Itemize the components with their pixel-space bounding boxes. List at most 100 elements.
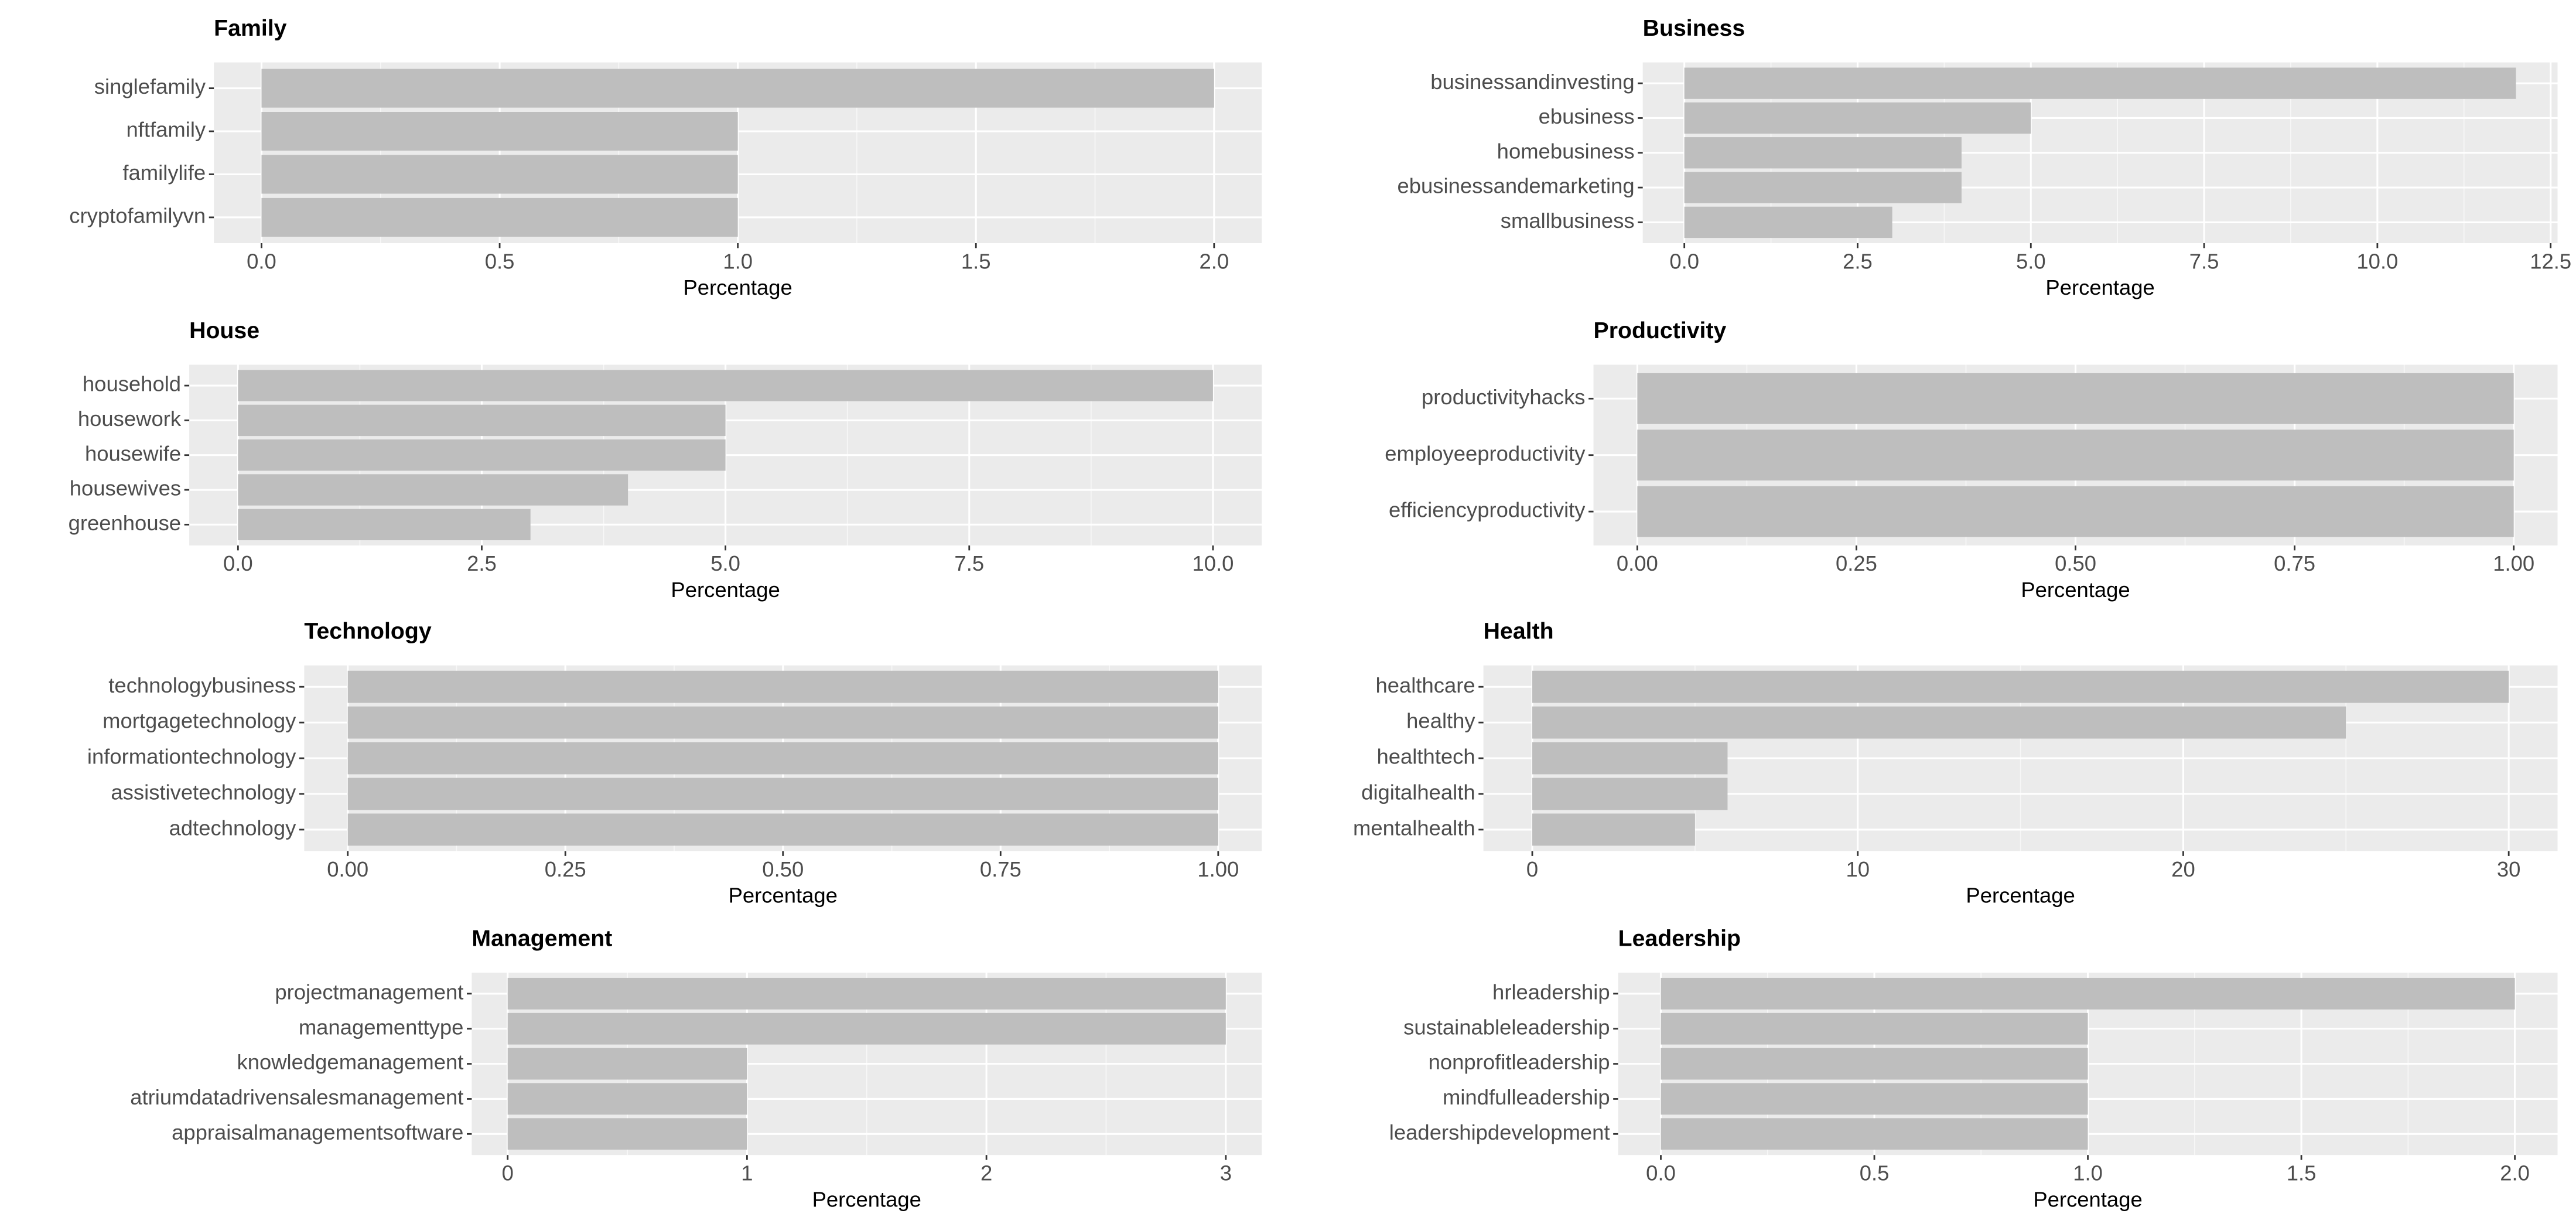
x-axis-title: Percentage: [812, 1187, 921, 1211]
x-axis-title: Percentage: [2033, 1187, 2142, 1211]
x-tick-label: 0: [502, 1161, 514, 1185]
y-tick-label: hrleadership: [1492, 980, 1610, 1004]
bar: [261, 197, 738, 237]
bar: [347, 706, 1218, 739]
bar: [1684, 206, 1892, 238]
panel-group: Business 0.0 2.5 5.0 7.5 10.0 12.5 businessandi…: [1398, 15, 2572, 299]
bar: [347, 813, 1218, 846]
y-tick-label: technologybusiness: [108, 673, 296, 697]
x-axis-title: Percentage: [2021, 578, 2130, 602]
chart-title: Family: [214, 15, 287, 41]
y-tick-label: familylife: [122, 161, 206, 185]
y-tick-label: leadershipdevelopment: [1389, 1120, 1610, 1144]
x-tick-label: 1.00: [1197, 857, 1239, 881]
y-tick-label: efficiencyproductivity: [1389, 498, 1586, 522]
bar: [1532, 670, 2509, 703]
y-tick-label: projectmanagement: [275, 980, 463, 1004]
y-tick-label: employeeproductivity: [1385, 441, 1586, 465]
panel-group: House 0.0 2.5 5.0 7.5 10.0 household housework h…: [69, 318, 1262, 602]
x-tick-label: 1.0: [723, 249, 753, 273]
x-tick-label: 3: [1220, 1161, 1232, 1185]
x-tick-label: 0.75: [980, 857, 1021, 881]
bar: [1684, 172, 1962, 203]
y-tick-label: assistivetechnology: [111, 780, 296, 804]
x-tick-label: 0.0: [223, 551, 253, 575]
bar: [507, 977, 1226, 1010]
x-tick-label: 10.0: [2356, 249, 2398, 273]
x-tick-label: 2.5: [1843, 249, 1873, 273]
x-tick-label: 7.5: [2189, 249, 2219, 273]
x-tick-label: 0.5: [1860, 1161, 1890, 1185]
x-axis-title: Percentage: [2045, 275, 2154, 299]
y-tick-label: healthtech: [1377, 745, 1475, 769]
y-tick-label: ebusinessandemarketing: [1398, 174, 1635, 198]
x-tick-label: 1: [741, 1161, 753, 1185]
x-tick-label: 5.0: [2016, 249, 2046, 273]
x-axis-title: Percentage: [671, 578, 780, 602]
x-tick-label: 10: [1846, 857, 1870, 881]
bar: [347, 742, 1218, 775]
chart-title: Health: [1484, 618, 1554, 644]
x-tick-label: 7.5: [954, 551, 984, 575]
bar: [1661, 1048, 2088, 1080]
y-tick-label: mentalhealth: [1353, 816, 1475, 840]
x-axis-title: Percentage: [683, 275, 792, 299]
bar: [1684, 102, 2031, 134]
bar: [1661, 1118, 2088, 1150]
bar: [238, 474, 628, 506]
y-tick-label: businessandinvesting: [1430, 70, 1634, 94]
x-tick-label: 0.00: [1617, 551, 1658, 575]
x-tick-label: 0.25: [545, 857, 586, 881]
y-tick-label: adtechnology: [169, 816, 297, 840]
bar: [238, 404, 726, 437]
y-tick-label: singlefamily: [94, 74, 206, 98]
y-tick-label: sustainableleadership: [1403, 1015, 1610, 1039]
x-tick-label: 12.5: [2530, 249, 2571, 273]
x-tick-label: 20: [2171, 857, 2195, 881]
bar: [1684, 67, 2516, 99]
bar: [238, 509, 531, 541]
x-tick-label: 30: [2497, 857, 2521, 881]
y-tick-label: homebusiness: [1497, 139, 1635, 163]
chart-title: Leadership: [1618, 925, 1741, 951]
x-tick-label: 0.75: [2274, 551, 2315, 575]
bar: [1532, 706, 2346, 739]
panel-group: Technology 0.00 0.25 0.50 0.75 1.00 technology…: [87, 618, 1262, 908]
panel-group: Health 0 10 20 30 healthcare healthy healthtech…: [1353, 618, 2558, 908]
bar: [1532, 813, 1695, 846]
chart-title: Management: [472, 925, 612, 951]
x-tick-label: 2: [980, 1161, 992, 1185]
x-tick-label: 0.0: [1646, 1161, 1676, 1185]
x-tick-label: 2.0: [2500, 1161, 2530, 1185]
panel-group: Family 0.0 0.5 1.0 1.5 2.0 singlefamily nftfami…: [69, 15, 1262, 299]
chart-title: Productivity: [1594, 318, 1727, 343]
y-tick-label: mortgagetechnology: [103, 709, 296, 733]
panel-group: Leadership 0.0 0.5 1.0 1.5 2.0 hrleadership sus…: [1389, 925, 2558, 1211]
y-tick-label: ebusiness: [1539, 104, 1635, 128]
chart-title: Business: [1643, 15, 1745, 41]
y-tick-label: household: [83, 372, 181, 396]
x-tick-label: 0.5: [485, 249, 515, 273]
x-tick-label: 10.0: [1192, 551, 1234, 575]
bar: [261, 112, 738, 151]
y-tick-label: housewife: [85, 441, 181, 465]
x-tick-label: 0.25: [1836, 551, 1877, 575]
x-tick-label: 1.5: [961, 249, 991, 273]
x-tick-label: 0.00: [327, 857, 368, 881]
bar: [238, 370, 1213, 401]
y-tick-label: informationtechnology: [87, 745, 296, 769]
y-tick-label: managementtype: [299, 1015, 464, 1039]
y-tick-label: mindfulleadership: [1443, 1085, 1610, 1109]
bar: [261, 69, 1214, 108]
bar: [1684, 137, 1962, 169]
bar: [1532, 778, 1728, 810]
panel-group: Productivity 0.00 0.25 0.50 0.75 1.00 producti…: [1385, 318, 2558, 602]
x-tick-label: 1.5: [2287, 1161, 2317, 1185]
x-tick-label: 1.0: [2073, 1161, 2103, 1185]
x-tick-label: 0: [1526, 857, 1538, 881]
x-tick-label: 0.0: [1669, 249, 1699, 273]
x-tick-label: 0.0: [247, 249, 276, 273]
bar: [1532, 742, 1728, 775]
